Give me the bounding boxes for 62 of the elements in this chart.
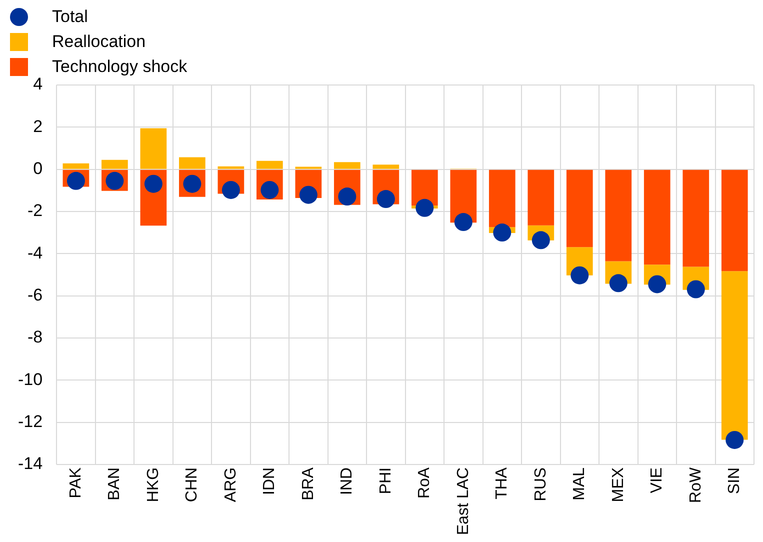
point bbox=[493, 224, 512, 242]
bar bbox=[528, 170, 554, 226]
bar bbox=[411, 170, 438, 206]
bar bbox=[605, 170, 632, 262]
legend-label: Reallocation bbox=[52, 32, 146, 52]
y-tick-label: 4 bbox=[33, 74, 43, 94]
x-tick-label: PAK bbox=[67, 467, 84, 498]
bar bbox=[256, 160, 283, 169]
y-tick-label: -8 bbox=[27, 328, 43, 347]
x-tick-label: RoW bbox=[687, 466, 704, 503]
bar bbox=[218, 166, 244, 169]
point bbox=[570, 266, 589, 284]
point bbox=[416, 198, 434, 217]
point bbox=[648, 275, 666, 294]
y-tick-label: -10 bbox=[18, 370, 43, 389]
legend-label: Total bbox=[52, 6, 88, 26]
y-tick-label: -12 bbox=[18, 412, 43, 431]
x-tick-label: PHI bbox=[377, 467, 394, 494]
x-tick-label: THA bbox=[494, 467, 511, 500]
bar bbox=[140, 128, 167, 169]
bar bbox=[334, 162, 360, 169]
bar bbox=[566, 170, 593, 248]
bar bbox=[644, 170, 670, 265]
x-tick-label: SIN bbox=[726, 467, 744, 494]
x-tick-label: IDN bbox=[261, 467, 278, 495]
bar bbox=[102, 160, 128, 169]
y-tick-label: -4 bbox=[27, 243, 43, 262]
x-tick-label: HKG bbox=[144, 467, 162, 502]
bar bbox=[721, 271, 748, 440]
x-tick-label: RoA bbox=[416, 467, 434, 499]
y-tick-label: 0 bbox=[33, 159, 43, 178]
point bbox=[376, 190, 395, 208]
x-tick-label: BRA bbox=[300, 467, 317, 500]
x-tick-label: East LAC bbox=[454, 467, 472, 536]
point bbox=[66, 172, 85, 190]
point bbox=[454, 213, 472, 232]
x-tick-label: MEX bbox=[610, 467, 627, 502]
x-tick-label: IND bbox=[338, 467, 356, 495]
x-tick-label: RUS bbox=[532, 467, 550, 502]
x-tick-label: MAL bbox=[571, 467, 588, 500]
bar bbox=[682, 170, 710, 267]
point bbox=[338, 188, 356, 206]
bar bbox=[721, 170, 748, 272]
point bbox=[532, 231, 550, 250]
point bbox=[299, 186, 318, 204]
x-tick-label: VIE bbox=[648, 467, 666, 494]
point bbox=[144, 174, 162, 193]
point bbox=[686, 280, 705, 298]
bar bbox=[62, 163, 90, 169]
point bbox=[609, 274, 628, 292]
y-tick-label: -6 bbox=[27, 285, 43, 304]
bar bbox=[372, 164, 400, 169]
legend-label: Technology shock bbox=[52, 56, 188, 76]
point bbox=[726, 430, 744, 449]
x-tick-label: CHN bbox=[184, 467, 201, 502]
y-tick-label: 2 bbox=[33, 116, 43, 136]
y-tick-label: -14 bbox=[18, 454, 43, 474]
x-tick-label: ARG bbox=[222, 467, 240, 502]
x-tick-label: BAN bbox=[106, 467, 124, 500]
bar bbox=[179, 157, 206, 169]
y-tick-label: -2 bbox=[27, 201, 43, 220]
bar bbox=[488, 170, 516, 228]
